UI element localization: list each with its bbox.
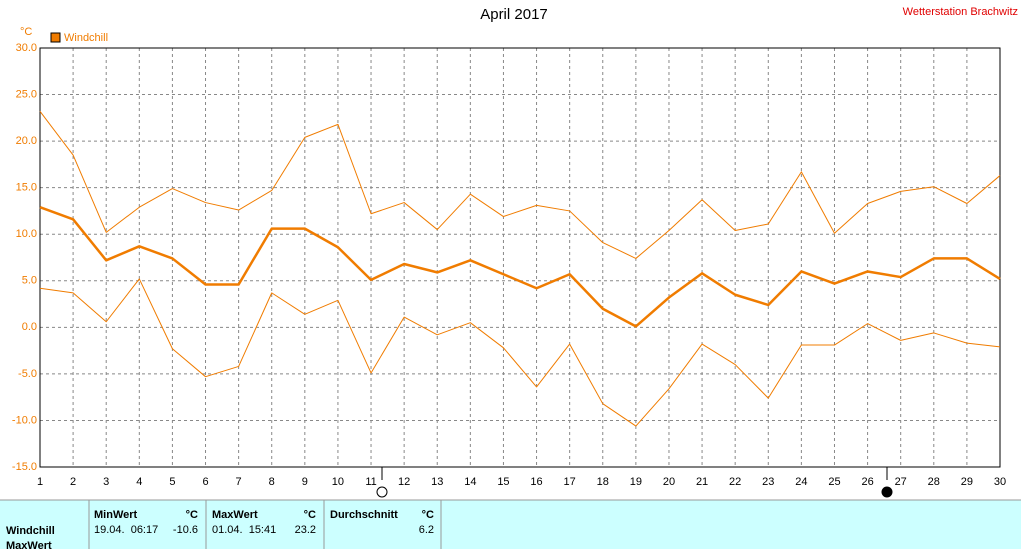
plot-frame [39, 47, 1001, 468]
max-value: 23.2 [295, 524, 316, 536]
legend-label: Windchill [64, 32, 108, 44]
table-header: MinWert [94, 509, 138, 521]
x-tick-label: 4 [136, 476, 142, 488]
x-tick-label: 11 [365, 476, 376, 488]
min-value: -10.6 [173, 524, 198, 536]
y-tick-label: 5.0 [22, 275, 37, 287]
x-tick-label: 10 [332, 476, 344, 488]
x-tick-label: 25 [828, 476, 840, 488]
y-tick-label: 25.0 [16, 88, 37, 100]
x-tick-label: 23 [762, 476, 774, 488]
x-tick-label: 6 [202, 476, 208, 488]
x-tick-label: 14 [464, 476, 476, 488]
x-tick-label: 19 [630, 476, 642, 488]
x-tick-label: 21 [696, 476, 708, 488]
y-tick-label: 20.0 [16, 135, 37, 147]
series-line [39, 206, 1001, 328]
table-background [0, 500, 1021, 549]
table-header: °C [186, 509, 198, 521]
row-label: Windchill [6, 525, 55, 537]
table-header: MaxWert [212, 509, 258, 521]
station-name: Wetterstation Brachwitz [903, 6, 1018, 18]
y-tick-label: -15.0 [12, 461, 37, 473]
x-tick-label: 27 [895, 476, 907, 488]
table-header: Durchschnitt [330, 509, 398, 521]
y-tick-label: 15.0 [16, 182, 37, 194]
y-tick-label: 30.0 [16, 42, 37, 54]
x-tick-label: 8 [269, 476, 275, 488]
x-tick-label: 12 [398, 476, 410, 488]
x-tick-label: 13 [431, 476, 443, 488]
x-tick-label: 20 [663, 476, 675, 488]
x-tick-label: 9 [302, 476, 308, 488]
x-tick-label: 3 [103, 476, 109, 488]
x-tick-label: 24 [795, 476, 807, 488]
chart-title: April 2017 [480, 6, 548, 23]
x-tick-label: 28 [928, 476, 940, 488]
max-time: 01.04. 15:41 [212, 524, 276, 536]
x-tick-label: 29 [961, 476, 973, 488]
series-line [39, 111, 1001, 259]
x-tick-label: 22 [729, 476, 741, 488]
x-tick-label: 2 [70, 476, 76, 488]
y-axis-unit: °C [20, 26, 32, 38]
avg-value: 6.2 [419, 524, 434, 536]
table-header: °C [422, 509, 434, 521]
moon-phases [376, 467, 893, 498]
min-time: 19.04. 06:17 [94, 524, 158, 536]
table-header: °C [304, 509, 316, 521]
x-tick-label: 5 [169, 476, 175, 488]
x-tick-label: 18 [597, 476, 609, 488]
y-tick-label: 0.0 [22, 321, 37, 333]
legend-swatch [50, 32, 61, 43]
x-tick-label: 30 [994, 476, 1006, 488]
row-label: MaxWert [6, 540, 52, 549]
y-tick-label: -10.0 [12, 414, 37, 426]
x-tick-label: 17 [564, 476, 576, 488]
series-line [39, 278, 1001, 427]
x-tick-label: 1 [37, 476, 43, 488]
x-tick-label: 16 [530, 476, 542, 488]
plot-area [40, 48, 1000, 467]
y-tick-label: 10.0 [16, 228, 37, 240]
x-tick-label: 15 [497, 476, 509, 488]
x-tick-label: 7 [236, 476, 242, 488]
y-tick-label: -5.0 [18, 368, 37, 380]
table-dividers [0, 499, 1021, 549]
x-tick-label: 26 [861, 476, 873, 488]
